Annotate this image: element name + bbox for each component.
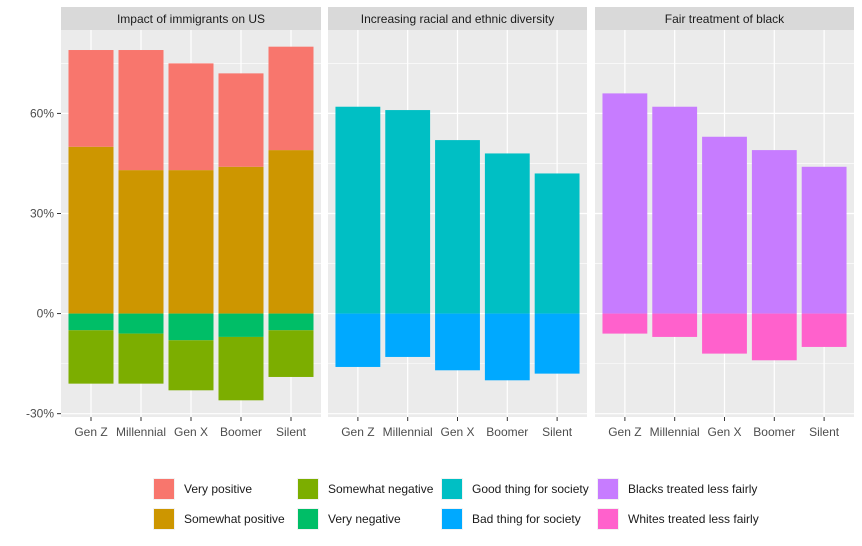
legend-item-somewhat-positive: Somewhat positive xyxy=(153,507,285,531)
bar-segment xyxy=(68,330,114,384)
x-tick-label: Boomer xyxy=(753,425,795,439)
bar-segment xyxy=(801,313,847,347)
facet-strip xyxy=(61,7,321,30)
facet-strip xyxy=(328,7,587,30)
x-tick-label: Gen Z xyxy=(74,425,107,439)
x-tick-label: Silent xyxy=(276,425,307,439)
bar-segment xyxy=(534,173,580,314)
legend-item-good-thing: Good thing for society xyxy=(441,477,589,501)
bar-segment xyxy=(652,106,698,314)
legend-label: Good thing for society xyxy=(472,482,589,496)
bar-segment xyxy=(168,63,214,171)
bar-segment xyxy=(335,313,381,367)
bar-segment xyxy=(484,313,530,381)
bar-segment xyxy=(268,46,314,151)
bar-segment xyxy=(68,313,114,331)
x-tick-label: Silent xyxy=(542,425,573,439)
bar-segment xyxy=(702,136,747,314)
x-tick-label: Gen X xyxy=(707,425,741,439)
legend-key xyxy=(441,508,463,530)
legend-key xyxy=(441,478,463,500)
x-tick-label: Millennial xyxy=(116,425,166,439)
bar-segment xyxy=(534,313,580,374)
bar-segment xyxy=(751,150,797,314)
x-tick-label: Millennial xyxy=(383,425,433,439)
bar-segment xyxy=(801,166,847,314)
bar-segment xyxy=(168,340,214,391)
x-tick-label: Millennial xyxy=(650,425,700,439)
legend-item-blacks-less-fairly: Blacks treated less fairly xyxy=(597,477,757,501)
legend-item-bad-thing: Bad thing for society xyxy=(441,507,581,531)
facet-strip xyxy=(595,7,854,30)
legend-key xyxy=(153,478,175,500)
bar-segment xyxy=(484,153,530,314)
bar-segment xyxy=(68,50,114,147)
x-tick-label: Gen Z xyxy=(608,425,641,439)
y-tick-label: 60% xyxy=(30,106,54,120)
x-tick-label: Gen Z xyxy=(341,425,374,439)
bar-segment xyxy=(168,313,214,341)
x-tick-label: Boomer xyxy=(486,425,528,439)
bar-segment xyxy=(652,313,698,337)
legend-key xyxy=(597,478,619,500)
legend-label: Blacks treated less fairly xyxy=(628,482,758,496)
bar-segment xyxy=(268,330,314,377)
legend-key xyxy=(153,508,175,530)
legend-item-very-negative: Very negative xyxy=(297,507,401,531)
legend-key xyxy=(297,508,319,530)
bar-segment xyxy=(118,333,164,384)
y-tick-label: -30% xyxy=(26,407,54,421)
x-tick-label: Gen X xyxy=(440,425,474,439)
bar-segment xyxy=(218,313,264,337)
x-tick-label: Silent xyxy=(809,425,840,439)
legend-item-very-positive: Very positive xyxy=(153,477,252,501)
legend: Very positive Somewhat positive Somewhat… xyxy=(153,474,793,534)
y-tick-label: 0% xyxy=(37,307,55,321)
bar-segment xyxy=(335,106,381,314)
x-tick-label: Gen X xyxy=(174,425,208,439)
bar-segment xyxy=(385,313,431,357)
legend-item-somewhat-negative: Somewhat negative xyxy=(297,477,433,501)
legend-label: Bad thing for society xyxy=(472,512,581,526)
bar-segment xyxy=(218,166,264,314)
bar-segment xyxy=(268,313,314,331)
legend-label: Somewhat positive xyxy=(184,512,285,526)
bar-segment xyxy=(218,73,264,167)
legend-label: Very positive xyxy=(184,482,253,496)
facet-title: Increasing racial and ethnic diversity xyxy=(361,12,554,26)
legend-label: Whites treated less fairly xyxy=(628,512,759,526)
bar-segment xyxy=(602,313,648,334)
bar-segment xyxy=(68,146,114,314)
legend-item-whites-less-fairly: Whites treated less fairly xyxy=(597,507,759,531)
bar-segment xyxy=(702,313,747,354)
bar-segment xyxy=(602,93,648,314)
bar-segment xyxy=(168,170,214,314)
facet-title: Impact of immigrants on US xyxy=(117,12,265,26)
legend-key xyxy=(597,508,619,530)
legend-label: Somewhat negative xyxy=(328,482,434,496)
x-tick-label: Boomer xyxy=(220,425,262,439)
legend-key xyxy=(297,478,319,500)
bar-segment xyxy=(268,150,314,314)
bar-segment xyxy=(118,50,164,171)
bar-segment xyxy=(751,313,797,361)
bar-segment xyxy=(218,336,264,401)
y-tick-label: 30% xyxy=(30,206,54,220)
bar-segment xyxy=(118,170,164,314)
facet-title: Fair treatment of black xyxy=(665,12,785,26)
bar-segment xyxy=(435,313,480,371)
legend-label: Very negative xyxy=(328,512,401,526)
bar-segment xyxy=(435,140,480,314)
bar-segment xyxy=(118,313,164,334)
bar-segment xyxy=(385,110,431,314)
